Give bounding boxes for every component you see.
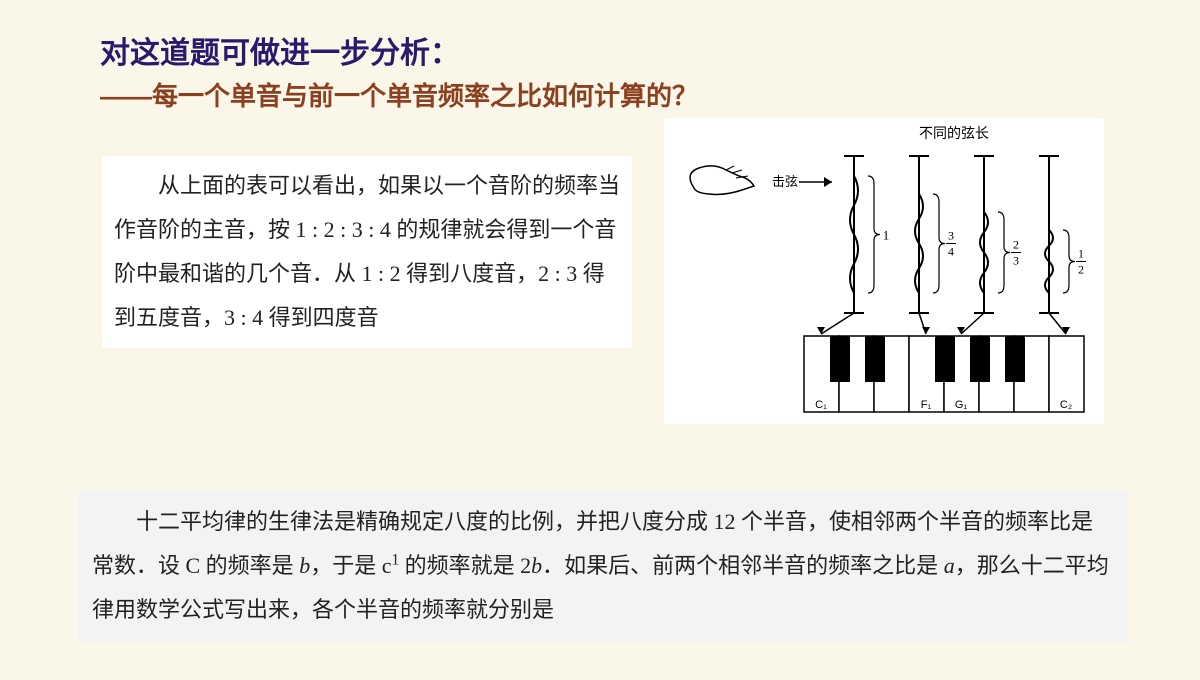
svg-text:1: 1 [1078, 247, 1084, 261]
dash-prefix: —— [100, 81, 152, 111]
analysis-heading: 对这道题可做进一步分析： [100, 28, 460, 72]
svg-text:G₁: G₁ [955, 399, 968, 411]
sub-question-text: 每一个单音与前一个单音频率之比如何计算的？ [152, 81, 698, 111]
svg-text:3: 3 [948, 229, 954, 243]
svg-text:2: 2 [1078, 263, 1084, 277]
svg-text:F₁: F₁ [921, 399, 932, 411]
sub-question: ——每一个单音与前一个单音频率之比如何计算的？ [100, 76, 698, 113]
svg-text:C₂: C₂ [1060, 399, 1072, 411]
diagram-title: 不同的弦长 [919, 126, 989, 142]
svg-text:1: 1 [883, 228, 890, 243]
piano-keyboard: C₁ F₁ G₁ C₂ [804, 336, 1084, 412]
paragraph-2: 十二平均律的生律法是精确规定八度的比例，并把八度分成 12 个半音，使相邻两个半… [78, 490, 1128, 642]
string-diagram: 不同的弦长 击弦 1 3 4 2 3 1 2 C₁ F₁ G₁ C₂ [664, 118, 1104, 424]
hand-icon [690, 166, 754, 195]
paragraph-1: 从上面的表可以看出，如果以一个音阶的频率当作音阶的主音，按 1 : 2 : 3 … [102, 156, 632, 348]
svg-text:3: 3 [1013, 254, 1019, 268]
svg-text:2: 2 [1013, 238, 1019, 252]
svg-text:4: 4 [948, 245, 954, 259]
svg-text:C₁: C₁ [815, 399, 827, 411]
strike-label: 击弦 [772, 174, 798, 189]
